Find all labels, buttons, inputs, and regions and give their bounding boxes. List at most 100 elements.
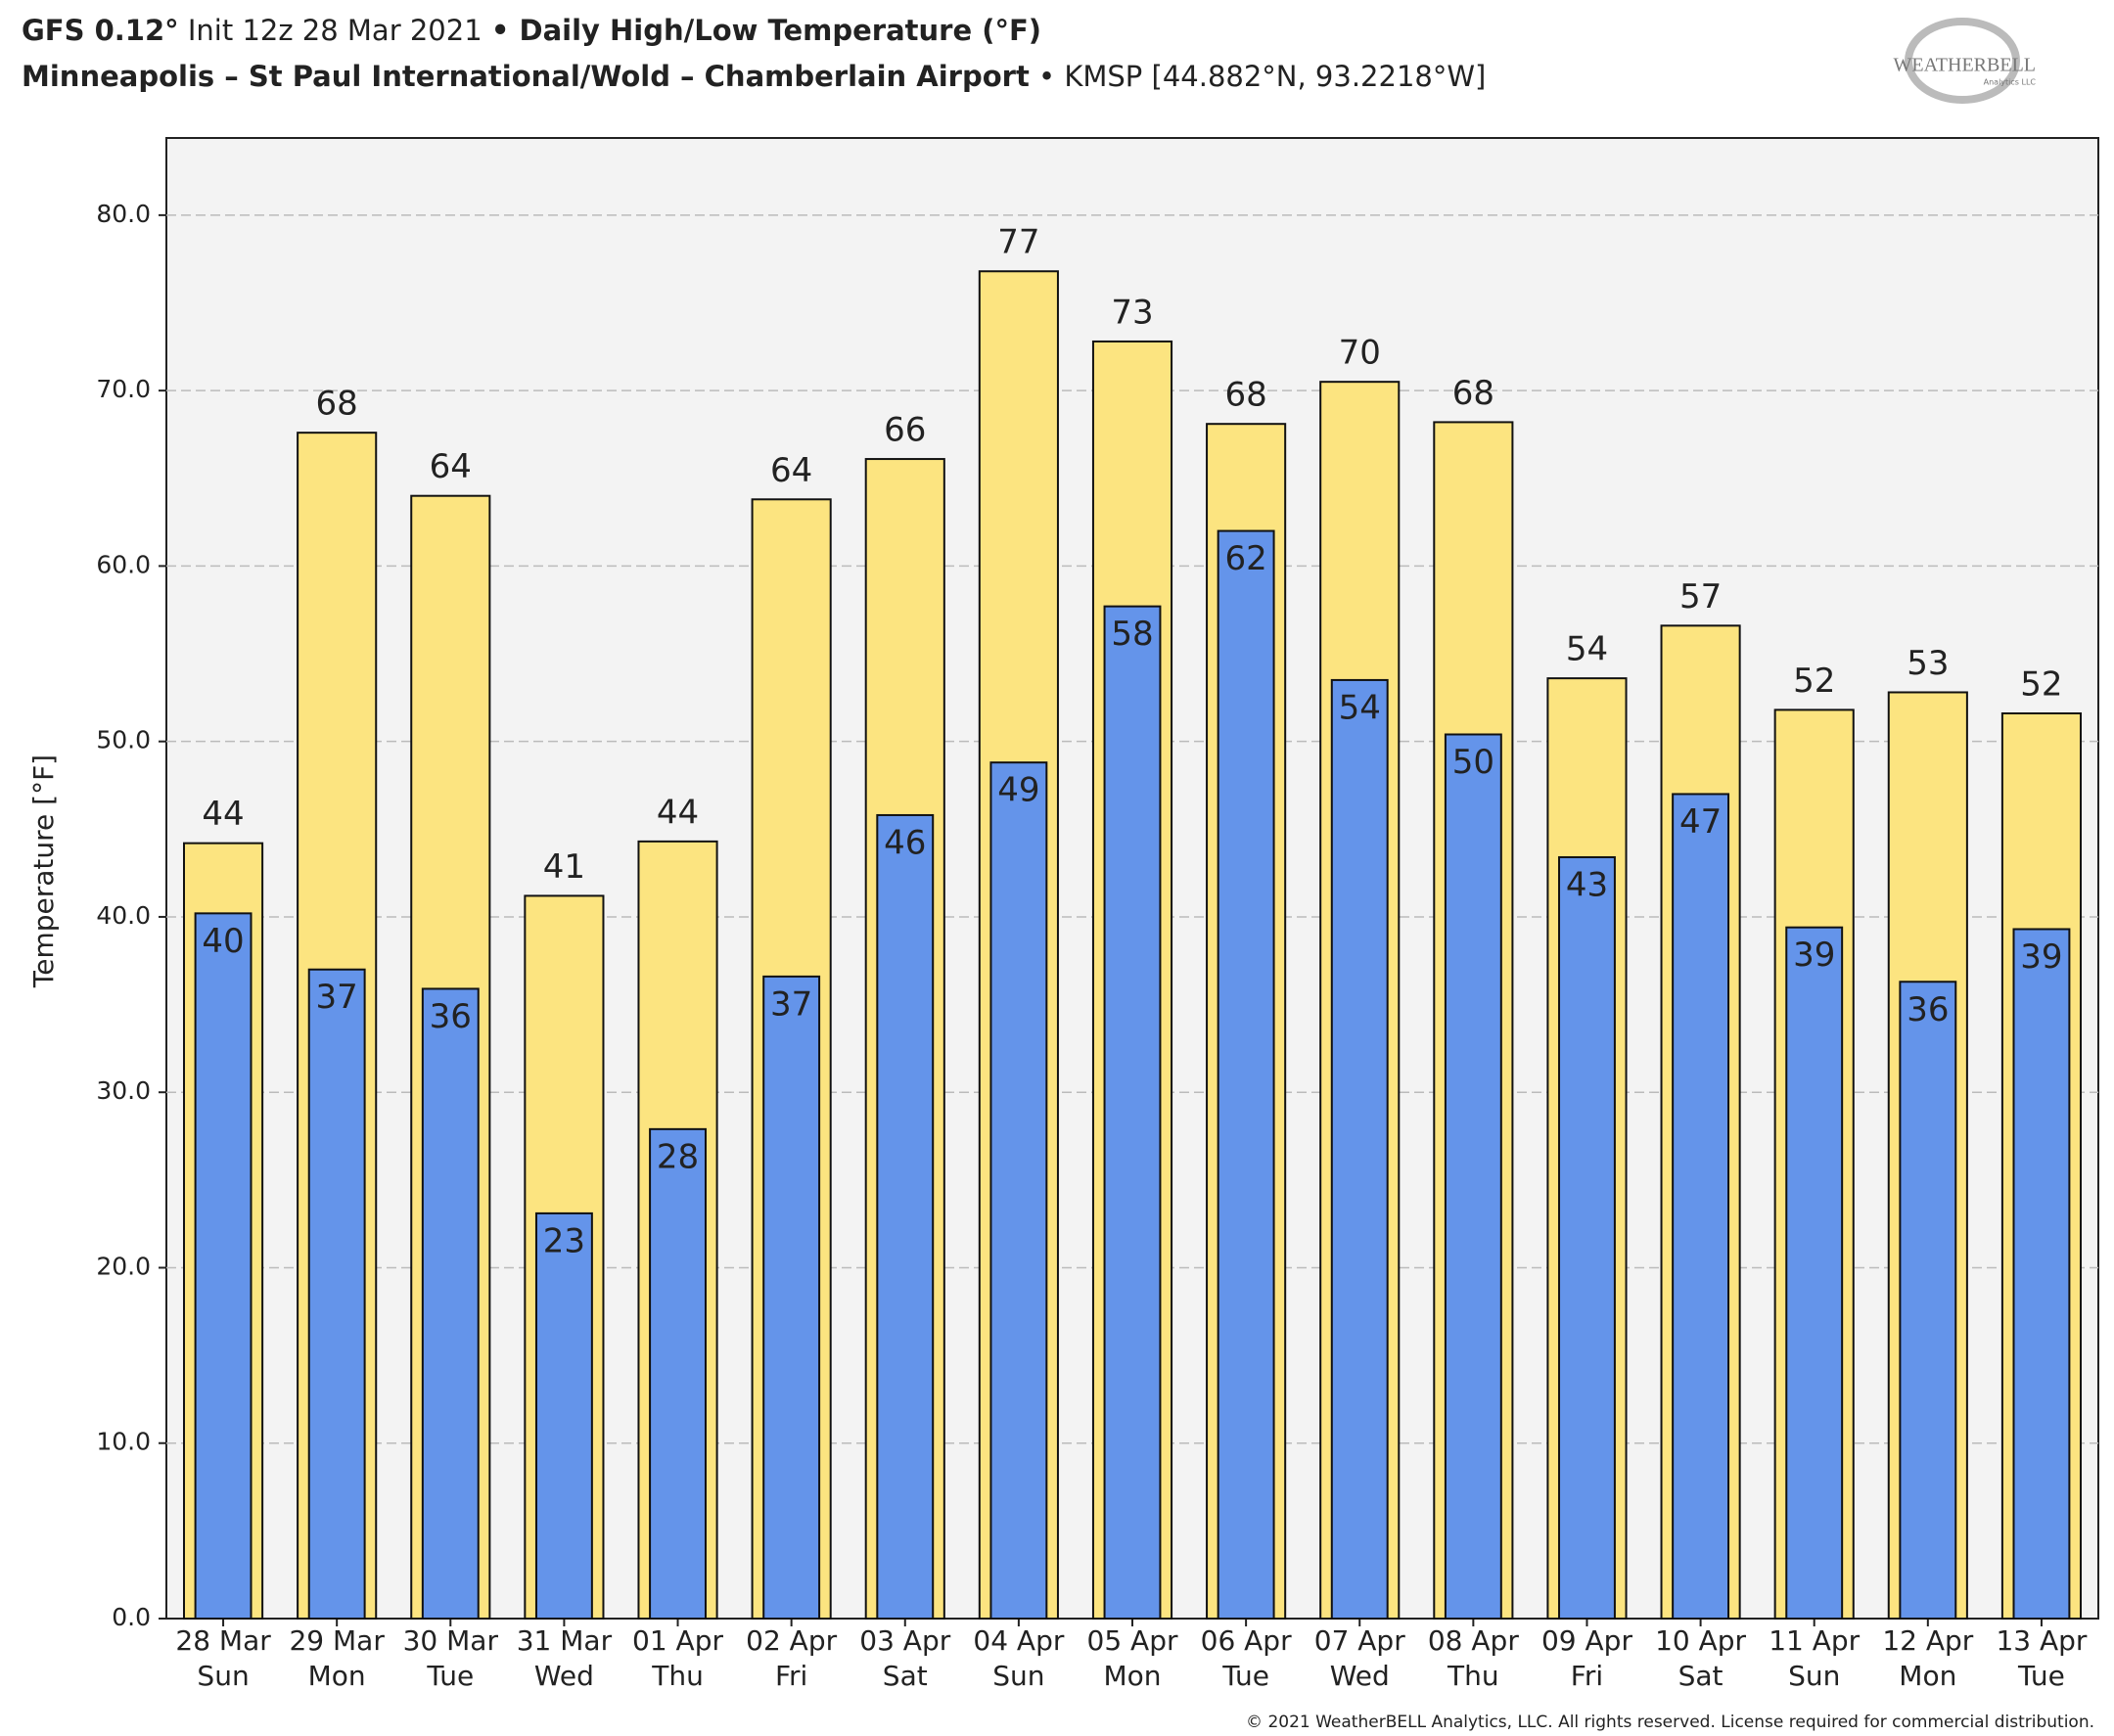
value-label: 68: [316, 385, 358, 424]
x-tick-label: Thu: [651, 1660, 704, 1692]
x-tick-label: Wed: [1330, 1660, 1390, 1692]
value-label: 28: [657, 1137, 699, 1176]
bar: [534, 1211, 593, 1621]
x-tick-label: Wed: [534, 1660, 594, 1692]
value-label: 44: [202, 795, 244, 834]
value-label: 41: [543, 847, 585, 887]
value-label: 64: [770, 451, 812, 490]
bar: [1444, 733, 1502, 1620]
value-label: 44: [657, 793, 699, 832]
y-tick-label: 60.0: [96, 550, 151, 578]
bar: [194, 912, 253, 1620]
y-tick-label: 70.0: [96, 375, 151, 403]
value-label: 52: [2020, 664, 2062, 704]
x-tick-label: 04 Apr: [973, 1624, 1064, 1657]
bar: [2012, 928, 2071, 1620]
value-label: 50: [1452, 743, 1494, 782]
value-label: 40: [202, 922, 244, 961]
x-tick-label: 10 Apr: [1655, 1624, 1746, 1657]
y-tick-label: 50.0: [96, 726, 151, 754]
x-tick-label: Tue: [2017, 1660, 2065, 1692]
value-label: 68: [1224, 376, 1266, 415]
y-tick-label: 10.0: [96, 1428, 151, 1456]
x-tick-label: Mon: [308, 1660, 366, 1692]
model: GFS 0.12°: [22, 14, 179, 47]
x-tick-label: 30 Mar: [403, 1624, 499, 1657]
value-label: 52: [1793, 662, 1835, 701]
bar: [1330, 678, 1389, 1620]
value-label: 54: [1566, 630, 1608, 669]
station-id: • KMSP [44.882°N, 93.2218°W]: [1038, 60, 1486, 93]
bar: [1217, 529, 1275, 1621]
x-tick-label: Thu: [1447, 1660, 1499, 1692]
footer: © 2021 WeatherBELL Analytics, LLC. All r…: [1246, 1713, 2094, 1732]
value-label: 43: [1566, 865, 1608, 904]
x-tick-label: Sat: [1678, 1660, 1723, 1692]
header-line-1: GFS 0.12° Init 12z 28 Mar 2021 • Daily H…: [22, 14, 1041, 47]
value-label: 23: [543, 1221, 585, 1260]
value-label: 77: [997, 223, 1039, 262]
x-tick-label: 05 Apr: [1087, 1624, 1178, 1657]
x-tick-label: 02 Apr: [746, 1624, 837, 1657]
value-label: 37: [316, 978, 358, 1017]
y-tick-label: 30.0: [96, 1076, 151, 1105]
x-tick-label: 13 Apr: [1996, 1624, 2087, 1657]
y-tick-label: 80.0: [96, 200, 151, 228]
x-tick-label: Fri: [775, 1660, 807, 1692]
x-tick-label: Fri: [1571, 1660, 1603, 1692]
value-label: 70: [1339, 334, 1381, 373]
x-tick-label: Sat: [883, 1660, 928, 1692]
product: • Daily High/Low Temperature (°F): [491, 14, 1041, 47]
x-tick-label: 06 Apr: [1201, 1624, 1292, 1657]
bar: [421, 987, 480, 1620]
bar: [1899, 981, 1957, 1620]
header-line-2: Minneapolis – St Paul International/Wold…: [22, 60, 1486, 93]
bar: [876, 813, 935, 1620]
y-axis-label: Temperature [°F]: [27, 754, 60, 988]
x-tick-label: Sun: [992, 1660, 1044, 1692]
x-tick-label: 31 Mar: [517, 1624, 613, 1657]
x-tick-label: Tue: [1221, 1660, 1269, 1692]
bar: [989, 761, 1048, 1620]
value-label: 73: [1111, 293, 1153, 332]
bar: [1103, 605, 1162, 1620]
value-label: 36: [1907, 990, 1949, 1029]
value-label: 64: [430, 447, 472, 486]
init: Init 12z 28 Mar 2021: [188, 14, 483, 47]
bar: [307, 968, 366, 1620]
value-label: 66: [884, 411, 926, 450]
x-tick-label: Mon: [1899, 1660, 1956, 1692]
x-tick-label: 08 Apr: [1428, 1624, 1519, 1657]
bar: [1785, 926, 1844, 1620]
x-tick-label: 07 Apr: [1314, 1624, 1405, 1657]
logo: WEATHERBELL: [1893, 55, 2036, 76]
x-tick-label: Sun: [197, 1660, 249, 1692]
value-label: 37: [770, 984, 812, 1024]
value-label: 57: [1679, 577, 1722, 617]
value-label: 39: [2020, 937, 2062, 977]
x-tick-label: 09 Apr: [1541, 1624, 1632, 1657]
value-label: 62: [1224, 539, 1266, 578]
value-label: 68: [1452, 374, 1494, 413]
x-tick-label: 12 Apr: [1882, 1624, 1973, 1657]
y-tick-label: 20.0: [96, 1252, 151, 1280]
value-label: 54: [1339, 688, 1381, 727]
bar: [649, 1127, 707, 1620]
x-tick-label: Tue: [426, 1660, 474, 1692]
y-tick-label: 40.0: [96, 901, 151, 930]
x-tick-label: 03 Apr: [859, 1624, 950, 1657]
x-tick-label: 11 Apr: [1769, 1624, 1860, 1657]
bar: [1672, 793, 1730, 1620]
value-label: 47: [1679, 802, 1722, 842]
x-tick-label: 29 Mar: [289, 1624, 385, 1657]
value-label: 46: [884, 823, 926, 862]
value-label: 39: [1793, 936, 1835, 975]
station: Minneapolis – St Paul International/Wold…: [22, 60, 1030, 93]
bar: [762, 975, 821, 1620]
logo-swirl: [1905, 18, 2020, 104]
value-label: 53: [1907, 644, 1949, 683]
y-tick-label: 0.0: [112, 1603, 151, 1631]
bar: [1558, 855, 1616, 1620]
x-tick-label: Mon: [1103, 1660, 1161, 1692]
